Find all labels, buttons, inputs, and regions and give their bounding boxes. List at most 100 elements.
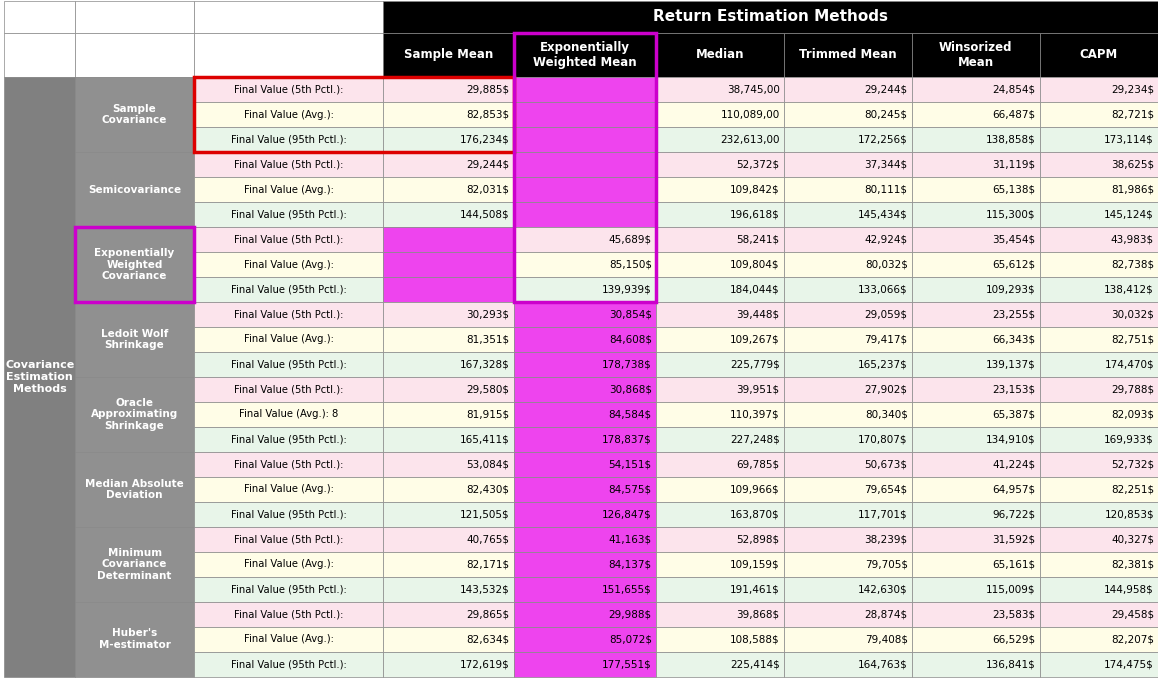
Text: 178,738$: 178,738$ — [602, 359, 652, 370]
Text: 109,966$: 109,966$ — [730, 484, 779, 494]
Text: Huber's
M-estimator: Huber's M-estimator — [98, 629, 170, 650]
Bar — [383, 626, 514, 652]
Bar — [911, 577, 1040, 602]
Bar — [193, 302, 383, 327]
Bar — [514, 33, 655, 302]
Bar — [193, 77, 383, 102]
Bar — [514, 377, 655, 402]
Bar — [655, 33, 784, 77]
Text: Final Value (95th Pctl.):: Final Value (95th Pctl.): — [230, 359, 346, 370]
Bar — [514, 202, 655, 227]
Bar — [911, 652, 1040, 677]
Text: Final Value (95th Pctl.):: Final Value (95th Pctl.): — [230, 435, 346, 444]
Text: 172,619$: 172,619$ — [460, 659, 510, 669]
Text: Final Value (5th Pctl.):: Final Value (5th Pctl.): — [234, 534, 343, 544]
Text: 80,340$: 80,340$ — [865, 410, 908, 420]
Text: 31,592$: 31,592$ — [992, 534, 1035, 544]
Bar — [1040, 227, 1158, 252]
Bar — [1040, 552, 1158, 577]
Text: 37,344$: 37,344$ — [865, 159, 908, 170]
Bar — [1040, 102, 1158, 127]
Text: Final Value (5th Pctl.):: Final Value (5th Pctl.): — [234, 85, 343, 95]
Text: Covariance
Estimation
Methods: Covariance Estimation Methods — [5, 360, 74, 393]
Text: 39,868$: 39,868$ — [736, 610, 779, 619]
Text: 120,853$: 120,853$ — [1105, 509, 1155, 519]
Bar — [911, 77, 1040, 102]
Text: 82,430$: 82,430$ — [467, 484, 510, 494]
Bar — [784, 577, 911, 602]
Text: 81,351$: 81,351$ — [467, 334, 510, 344]
Text: Final Value (95th Pctl.):: Final Value (95th Pctl.): — [230, 210, 346, 220]
Bar — [383, 302, 514, 327]
Bar — [383, 177, 514, 202]
Bar — [655, 127, 784, 152]
Text: 52,372$: 52,372$ — [736, 159, 779, 170]
Bar — [383, 527, 514, 552]
Bar — [784, 227, 911, 252]
Text: 82,634$: 82,634$ — [467, 635, 510, 644]
Text: Final Value (5th Pctl.):: Final Value (5th Pctl.): — [234, 384, 343, 395]
Text: Median Absolute
Deviation: Median Absolute Deviation — [86, 479, 184, 500]
Text: 115,300$: 115,300$ — [987, 210, 1035, 220]
Text: 191,461$: 191,461$ — [730, 584, 779, 595]
Bar — [193, 577, 383, 602]
Text: 84,575$: 84,575$ — [609, 484, 652, 494]
Text: 145,124$: 145,124$ — [1105, 210, 1155, 220]
Text: 138,412$: 138,412$ — [1105, 285, 1155, 294]
Bar — [193, 552, 383, 577]
Text: 82,093$: 82,093$ — [1111, 410, 1155, 420]
Text: 82,738$: 82,738$ — [1111, 260, 1155, 270]
Bar — [784, 127, 911, 152]
Bar — [383, 77, 514, 102]
Bar — [383, 327, 514, 352]
Text: 169,933$: 169,933$ — [1105, 435, 1155, 444]
Bar — [514, 427, 655, 452]
Bar — [1040, 477, 1158, 502]
Text: 165,237$: 165,237$ — [858, 359, 908, 370]
Bar — [784, 33, 911, 77]
Text: 82,381$: 82,381$ — [1111, 559, 1155, 570]
Bar — [784, 252, 911, 277]
Bar — [193, 652, 383, 677]
Bar — [784, 502, 911, 527]
Bar — [784, 427, 911, 452]
Bar — [784, 477, 911, 502]
Bar — [193, 202, 383, 227]
Bar — [1040, 127, 1158, 152]
Text: 85,150$: 85,150$ — [609, 260, 652, 270]
Bar — [655, 527, 784, 552]
Text: Final Value (5th Pctl.):: Final Value (5th Pctl.): — [234, 235, 343, 245]
Bar — [5, 77, 75, 677]
Bar — [383, 402, 514, 427]
Bar — [911, 427, 1040, 452]
Bar — [383, 1, 1158, 33]
Text: 38,625$: 38,625$ — [1111, 159, 1155, 170]
Text: 139,137$: 139,137$ — [985, 359, 1035, 370]
Bar — [655, 227, 784, 252]
Bar — [383, 427, 514, 452]
Bar — [383, 252, 514, 277]
Text: 64,957$: 64,957$ — [992, 484, 1035, 494]
Text: 29,580$: 29,580$ — [467, 384, 510, 395]
Bar — [911, 102, 1040, 127]
Bar — [1040, 302, 1158, 327]
Text: 144,958$: 144,958$ — [1105, 584, 1155, 595]
Bar — [784, 302, 911, 327]
Text: 163,870$: 163,870$ — [730, 509, 779, 519]
Bar — [514, 626, 655, 652]
Bar — [193, 477, 383, 502]
Bar — [75, 33, 193, 77]
Text: 79,417$: 79,417$ — [865, 334, 908, 344]
Bar — [784, 402, 911, 427]
Text: 126,847$: 126,847$ — [602, 509, 652, 519]
Bar — [655, 327, 784, 352]
Text: Ledoit Wolf
Shrinkage: Ledoit Wolf Shrinkage — [101, 329, 168, 351]
Bar — [514, 177, 655, 202]
Bar — [383, 102, 514, 127]
Bar — [1040, 252, 1158, 277]
Bar — [75, 302, 193, 377]
Text: Trimmed Mean: Trimmed Mean — [799, 48, 896, 62]
Bar — [75, 152, 193, 227]
Bar — [383, 33, 514, 77]
Text: 164,763$: 164,763$ — [858, 659, 908, 669]
